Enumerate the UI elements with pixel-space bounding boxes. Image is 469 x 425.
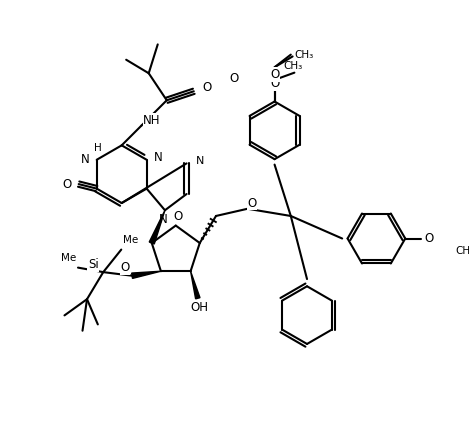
Text: O: O [424, 232, 433, 245]
Text: Me: Me [61, 253, 76, 263]
Text: N: N [81, 153, 90, 166]
Text: O: O [62, 178, 71, 190]
Polygon shape [132, 271, 161, 278]
Polygon shape [190, 271, 200, 299]
Text: O: O [270, 68, 279, 81]
Polygon shape [149, 210, 165, 244]
Text: O: O [229, 73, 239, 85]
Text: O: O [270, 68, 279, 81]
Text: Si: Si [88, 258, 99, 272]
Text: NH: NH [144, 113, 161, 127]
Text: CH₃: CH₃ [456, 246, 469, 256]
Text: N: N [159, 213, 167, 226]
Text: O: O [424, 232, 433, 245]
Text: O: O [248, 197, 257, 210]
Text: N: N [154, 151, 163, 164]
Text: O: O [120, 261, 129, 274]
Text: N: N [196, 156, 204, 166]
Text: CH₃: CH₃ [284, 61, 303, 71]
Text: Me: Me [123, 235, 138, 245]
Text: O: O [203, 81, 212, 94]
Text: O: O [270, 77, 279, 90]
Text: CH₃: CH₃ [295, 50, 314, 60]
Text: OH: OH [190, 301, 209, 314]
Text: H: H [94, 144, 102, 153]
Text: O: O [173, 210, 182, 223]
